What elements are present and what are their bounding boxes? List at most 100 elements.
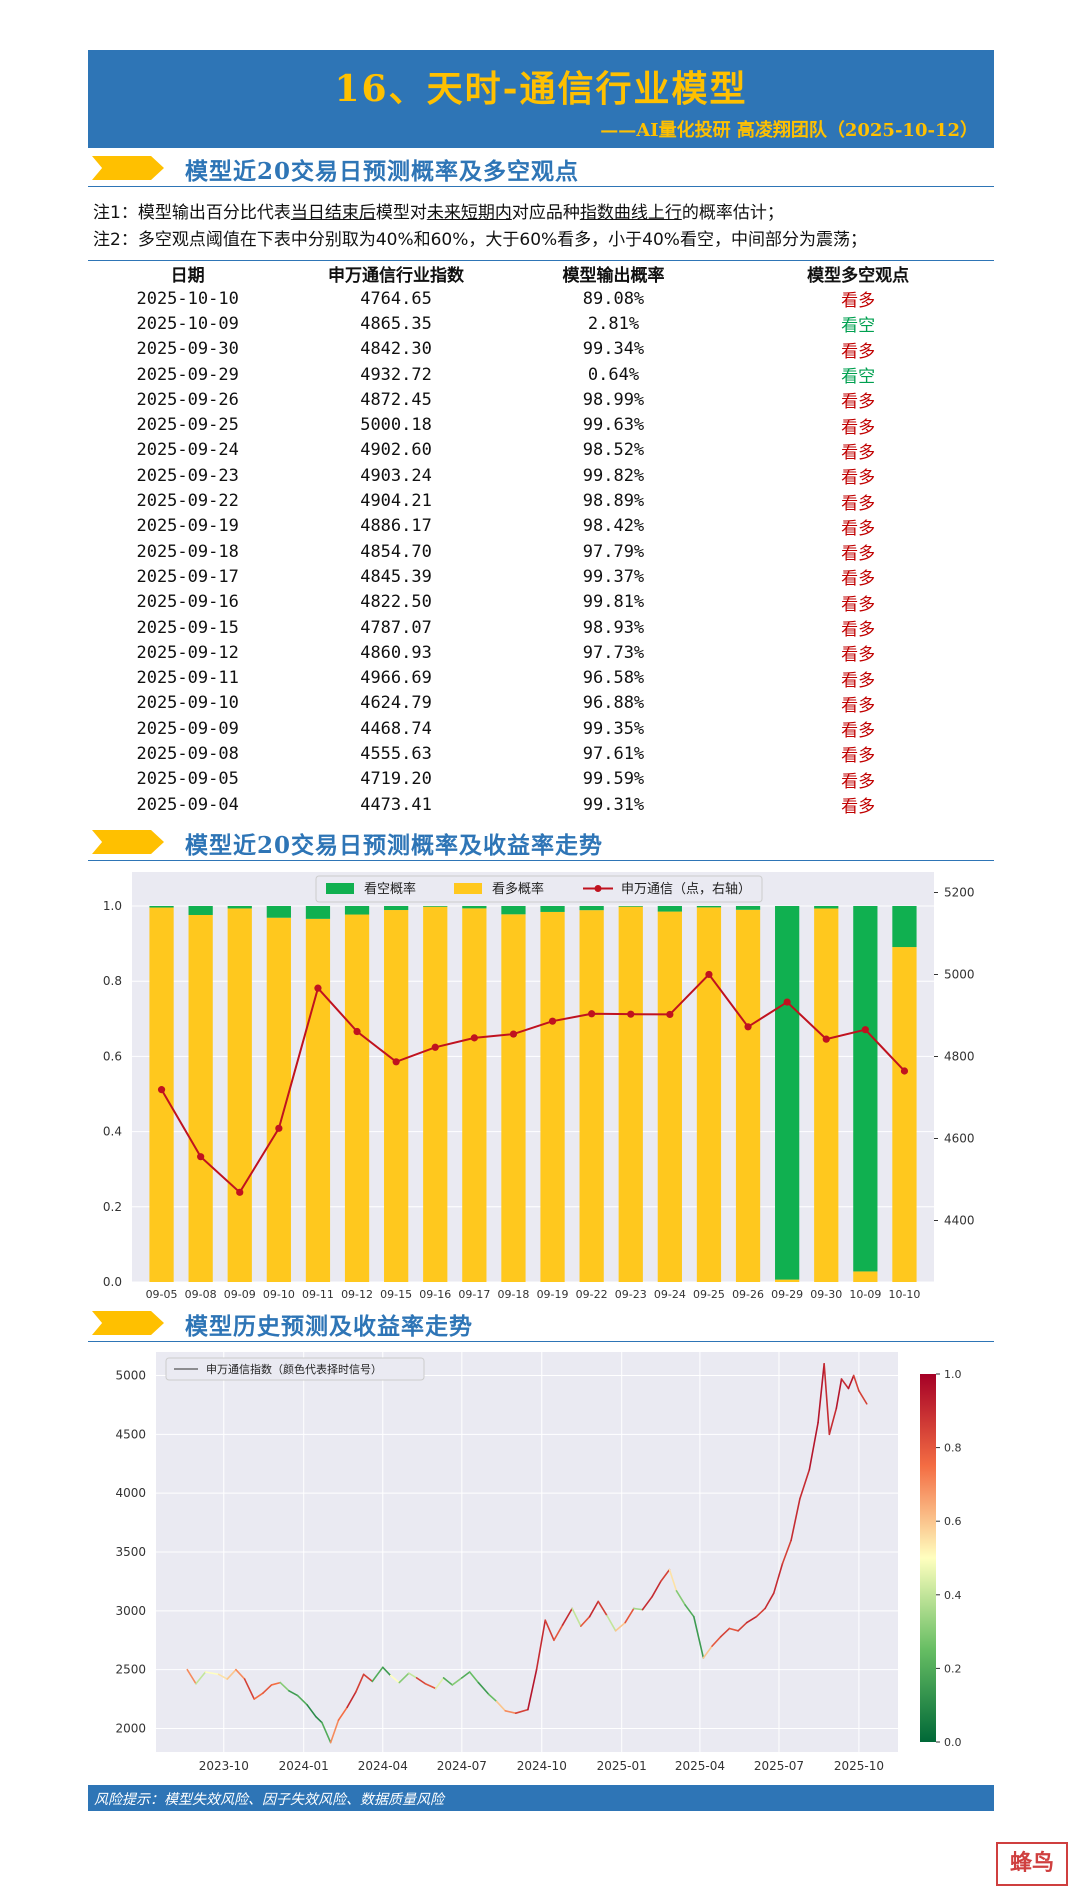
bear-bar [696,906,722,908]
date-cell: 2025-09-04 [136,794,239,815]
index-segment [668,1568,678,1592]
probability-cell: 99.35% [582,718,645,739]
index-segment [434,1677,445,1690]
x-tick-label: 09-24 [654,1288,686,1301]
probability-cell: 96.58% [582,668,645,689]
x-tick-label: 09-19 [537,1288,569,1301]
index-segment [355,1673,365,1693]
index-segment [544,1619,555,1642]
probability-cell: 0.64% [587,364,640,385]
view-cell: 看多 [841,797,876,818]
table-row: 2025-09-19 4886.17 98.42% 看多 [88,514,994,539]
risk-text: 风险提示：模型失效风险、因子失效风险、数据质量风险 [94,1792,444,1808]
date-cell: 2025-09-26 [136,389,239,410]
column-header: 模型多空观点 [722,260,994,286]
x-tick-label: 2024-07 [437,1759,487,1773]
index-point [509,1030,518,1038]
index-cell: 4764.65 [360,288,432,309]
index-segment [279,1681,290,1692]
date-cell: 2025-09-16 [136,592,239,613]
bear-bar [579,906,604,911]
date-cell: 2025-09-22 [136,491,239,512]
index-segment [588,1600,600,1618]
x-tick-label: 2023-10 [199,1759,249,1773]
index-segment [477,1681,490,1696]
index-point [431,1043,439,1051]
bear-bar [892,906,917,948]
probability-cell: 98.89% [582,491,645,512]
x-tick-label: 2024-10 [517,1759,567,1773]
table-row: 2025-09-05 4719.20 99.59% 看多 [88,767,994,792]
index-point [627,1010,635,1018]
index-segment [296,1694,308,1706]
x-tick-label: 09-23 [615,1288,647,1301]
view-cell: 看多 [841,417,876,438]
table-row: 2025-09-29 4932.72 0.64% 看空 [88,362,994,388]
page-subtitle: ——AI量化投研 高凌翔团队（2025-10-12） [600,120,978,141]
bear-bar [657,906,682,912]
index-segment [371,1666,384,1683]
bull-bar [892,947,917,1282]
index-cell: 4872.45 [360,389,432,410]
index-segment [702,1645,713,1659]
legend-swatch-point [594,885,602,892]
view-cell: 看多 [841,594,876,615]
x-tick-label: 09-29 [771,1288,803,1301]
table-row: 2025-09-25 5000.18 99.63% 看多 [88,412,994,438]
colorbar [920,1374,936,1742]
x-tick-label: 09-05 [146,1288,178,1301]
index-segment [746,1615,758,1624]
index-segment [823,1362,831,1436]
page-title: 16、天时-通信行业模型 [334,68,748,110]
index-segment [337,1706,348,1722]
index-segment [243,1678,255,1700]
note-2: 注2：多空观点阈值在下表中分别取为40%和60%，大于60%看多，小于40%看空… [93,230,867,250]
index-point [744,1023,752,1031]
table-row: 2025-09-26 4872.45 98.99% 看多 [88,387,994,413]
bull-bar [579,910,604,1282]
probability-cell: 99.63% [582,415,645,436]
bear-bar [344,906,370,915]
y-tick-label: 0.6 [103,1049,122,1063]
probability-cell: 97.79% [582,541,645,562]
index-segment [306,1704,317,1718]
colorbar-tick-label: 0.0 [944,1736,962,1749]
index-segment [624,1607,635,1624]
view-cell: 看空 [841,316,876,337]
view-cell: 看空 [841,367,876,388]
bull-bar [735,909,761,1282]
bear-bar [775,906,800,1280]
x-tick-label: 2025-10 [834,1759,884,1773]
y-tick-label: 4500 [115,1427,146,1441]
date-cell: 2025-09-09 [136,718,239,739]
y-tick-label: 0.0 [103,1275,122,1289]
y-tick-label: 2000 [115,1721,146,1735]
legend-label-line: 申万通信（点，右轴） [621,882,751,897]
index-point [861,1026,869,1034]
index-segment [755,1607,766,1618]
date-cell: 2025-09-15 [136,617,239,638]
index-cell: 4932.72 [360,364,432,385]
index-segment [660,1568,671,1583]
x-tick-label: 09-09 [224,1288,256,1301]
date-cell: 2025-09-23 [136,465,239,486]
plot-area [132,872,934,1282]
bull-bar [384,910,409,1282]
note-1: 注1：模型输出百分比代表当日结束后模型对未来短期内对应品种指数曲线上行的概率估计… [93,203,784,223]
x-tick-label: 2025-01 [597,1759,647,1773]
x-tick-label: 09-15 [380,1288,412,1301]
y-tick-label: 2500 [115,1663,146,1677]
x-tick-label: 09-08 [185,1288,217,1301]
y2-tick-label: 5200 [944,886,975,900]
date-cell: 2025-09-11 [136,668,239,689]
index-cell: 4787.07 [360,617,432,638]
index-segment [329,1719,340,1744]
index-segment [737,1621,748,1632]
table-row: 2025-09-24 4902.60 98.52% 看多 [88,438,994,463]
section-title: 模型历史预测及收益率走势 [185,1313,473,1340]
probability-cell: 98.42% [582,516,645,537]
index-point [666,1010,674,1019]
column-header: 申万通信行业指数 [287,260,505,286]
date-cell: 2025-09-30 [136,339,239,360]
index-segment [858,1390,868,1405]
